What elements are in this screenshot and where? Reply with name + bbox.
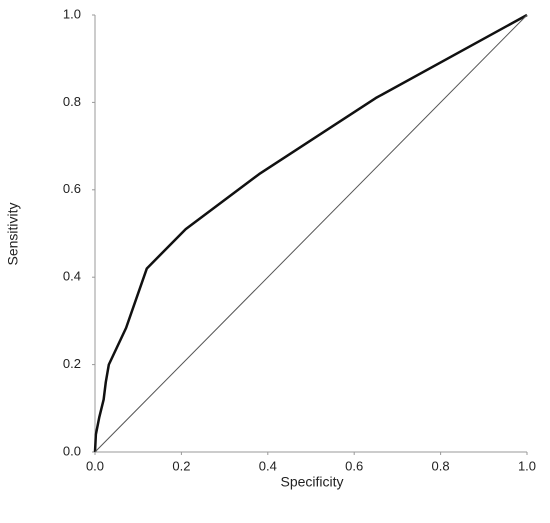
x-axis-title: Specificity [280, 474, 343, 490]
y-tick-label: 0.0 [63, 443, 81, 458]
y-tick-label: 1.0 [63, 6, 81, 21]
x-tick-label: 0.8 [432, 458, 450, 473]
y-tick-label: 0.4 [63, 269, 81, 284]
line [93, 13, 528, 453]
y-axis-title: Sensitivity [5, 202, 21, 265]
x-tick-label: 0.2 [172, 458, 190, 473]
y-tick-label: 0.6 [63, 181, 81, 196]
y-tick-label: 0.8 [63, 94, 81, 109]
x-tick-label: 0.4 [259, 458, 277, 473]
y-tick-label: 0.2 [63, 356, 81, 371]
x-tick-label: 0.0 [86, 458, 104, 473]
x-tick-label: 0.6 [345, 458, 363, 473]
x-tick-label: 1.0 [518, 458, 536, 473]
line [94, 14, 528, 453]
